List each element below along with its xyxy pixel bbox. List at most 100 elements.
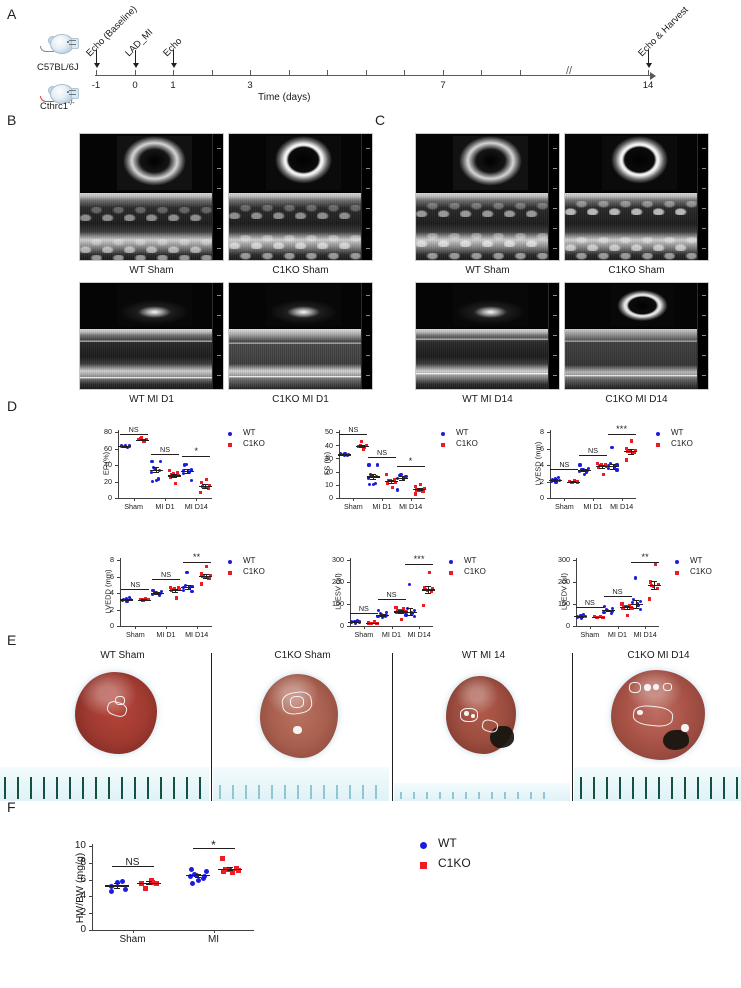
echo-image-wt-sham-b[interactable] xyxy=(79,133,224,261)
error-bar xyxy=(229,867,231,871)
data-point xyxy=(413,492,417,496)
error-bar xyxy=(630,448,632,454)
error-bar-cap xyxy=(184,589,191,591)
legend-label-ko: C1KO xyxy=(456,439,478,448)
data-point xyxy=(554,480,558,484)
echo-caption-c1ko-sham-c: C1KO Sham xyxy=(608,265,665,276)
error-bar-cap xyxy=(552,481,559,483)
data-point xyxy=(366,476,371,480)
data-point xyxy=(657,582,661,586)
echo-image-wt-sham-c[interactable] xyxy=(415,133,560,261)
heart-cell-wt-mi[interactable]: WT MI 14 xyxy=(396,636,571,801)
mouse-illustration-ko xyxy=(40,83,82,105)
y-tick xyxy=(88,930,92,931)
error-bar-cap xyxy=(172,591,178,593)
echo-image-c1ko-sham-c[interactable] xyxy=(564,133,709,261)
y-tick-label: 6 xyxy=(540,443,544,453)
event-arrow xyxy=(173,50,174,64)
error-bar-cap xyxy=(627,453,634,455)
strain-label-ko: Cthrc1-/- xyxy=(40,100,75,112)
y-tick xyxy=(572,582,576,583)
error-bar-cap xyxy=(577,616,584,618)
data-point xyxy=(412,614,417,618)
x-tick xyxy=(593,498,594,501)
x-tick xyxy=(564,498,566,501)
timeline-tick xyxy=(648,70,649,76)
echo-image-c1ko-mi-d14-c[interactable] xyxy=(564,282,709,390)
heart-photo-wt-sham xyxy=(75,672,157,754)
chart-lvedv[interactable]: 0 100 200 300 LVEDV (ul) Sham MI D1 MI D14 NS NS *… xyxy=(551,550,663,640)
axis-break-mark: // xyxy=(566,65,573,77)
significance-label: NS xyxy=(612,587,623,596)
data-point xyxy=(188,867,194,873)
error-bar xyxy=(410,608,412,616)
error-bar-cap xyxy=(581,469,587,471)
panel-letter-d: D xyxy=(7,398,18,414)
heart-cell-c1ko-mi[interactable]: C1KO MI D14 xyxy=(576,636,741,801)
heart-caption-wt-sham: WT Sham xyxy=(100,650,145,661)
error-bar-cap xyxy=(226,870,233,872)
data-point xyxy=(626,613,630,618)
error-bar-cap xyxy=(599,464,605,466)
error-bar-cap xyxy=(398,476,405,478)
timeline-tick-label: 0 xyxy=(132,80,138,91)
data-point xyxy=(181,588,186,593)
data-point xyxy=(422,585,426,590)
echo-image-wt-mi-d1-b[interactable] xyxy=(79,282,224,390)
chart-lvedd[interactable]: 0 2 4 6 8 LVEDD (mm) Sham MI D1 MI D14 NS NS ** xyxy=(96,550,216,640)
heart-cell-c1ko-sham[interactable]: C1KO Sham xyxy=(215,636,390,801)
error-bar-cap xyxy=(359,444,366,446)
timeline-tick xyxy=(289,70,290,76)
echo-image-c1ko-sham-b[interactable] xyxy=(228,133,373,261)
y-tick xyxy=(116,609,120,611)
y-axis xyxy=(576,558,578,626)
error-bar-cap xyxy=(154,593,160,595)
heart-cell-wt-sham[interactable]: WT Sham xyxy=(35,636,210,801)
data-point xyxy=(182,585,186,589)
data-point xyxy=(582,473,586,477)
x-tick-label: MI D14 xyxy=(184,502,208,511)
data-point xyxy=(190,479,194,483)
x-tick xyxy=(213,930,215,933)
y-tick xyxy=(572,560,576,561)
heart-photo-c1ko-mi xyxy=(611,670,705,760)
heart-caption-c1ko-sham: C1KO Sham xyxy=(274,650,331,661)
chart-lvesv[interactable]: 0 100 200 300 LVESV (ul) Sham MI D1 MI D14 NS NS *… xyxy=(325,550,437,640)
error-bar xyxy=(373,474,374,479)
x-tick-label: Sham xyxy=(354,630,374,639)
data-point xyxy=(187,587,192,591)
echo-image-c1ko-mi-d1-b[interactable] xyxy=(228,282,373,390)
error-bar-cap xyxy=(397,613,404,615)
data-point xyxy=(609,611,613,615)
significance-bar xyxy=(603,596,632,597)
chart-lvesd[interactable]: 0 2 4 6 8 LVESD (mm) Sham MI D1 MI D14 NS NS *** xyxy=(528,422,640,512)
data-point xyxy=(615,463,619,467)
data-point xyxy=(399,472,403,476)
legend-label-wt: WT xyxy=(690,556,703,565)
data-point xyxy=(410,612,414,616)
data-point xyxy=(151,588,155,593)
x-tick-label: MI xyxy=(207,934,220,945)
data-point xyxy=(595,461,600,465)
error-bar-cap xyxy=(416,488,423,490)
chart-ef[interactable]: 0 20 40 60 80 EF (%) Sham MI D1 MI D14 NS NS * xyxy=(96,422,216,512)
echo-caption-wt-mi-d14-c: WT MI D14 xyxy=(462,394,513,405)
data-point xyxy=(579,613,583,618)
chart-hwbw[interactable]: 0 2 4 6 8 10 HW/BW (mg/g) Sham MI NS * xyxy=(58,832,258,952)
y-axis-label: LVEDV (ul) xyxy=(559,573,569,610)
timeline-axis-title: Time (days) xyxy=(258,92,311,103)
data-point xyxy=(174,596,178,600)
significance-label: NS xyxy=(348,425,359,434)
data-point xyxy=(139,436,144,440)
significance-bar xyxy=(607,434,636,435)
chart-fs[interactable]: 0 10 20 30 40 50 FS (%) Sham MI D1 MI D14 NS NS * xyxy=(317,422,429,512)
y-tick xyxy=(335,458,339,460)
y-tick-label: 8 xyxy=(80,856,86,868)
significance-label: NS xyxy=(584,597,595,607)
error-bar-cap xyxy=(341,453,348,455)
event-arrow xyxy=(96,50,97,64)
legend-label-ko: C1KO xyxy=(464,567,486,576)
error-bar-cap xyxy=(605,609,612,611)
echo-image-wt-mi-d14-c[interactable] xyxy=(415,282,560,390)
legend-label-wt: WT xyxy=(438,836,457,850)
